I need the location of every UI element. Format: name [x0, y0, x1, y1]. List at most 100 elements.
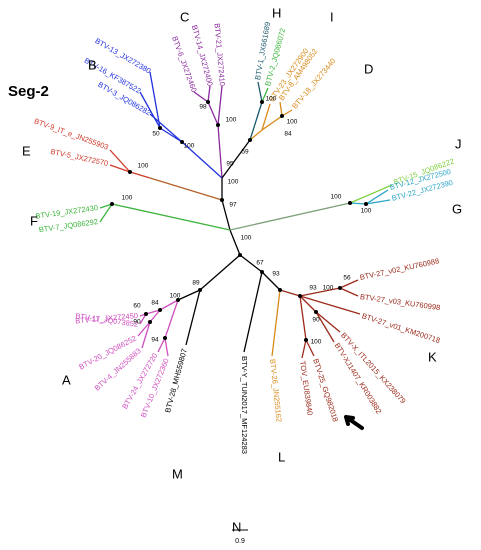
branch — [299, 295, 361, 315]
node — [128, 170, 132, 174]
bootstrap-value: 95 — [226, 161, 234, 168]
node — [304, 338, 308, 342]
branch — [149, 309, 161, 323]
branch — [299, 295, 317, 313]
bootstrap-value: 100 — [323, 285, 334, 292]
node — [348, 201, 352, 205]
leaf-label: BTV-5_JX272570 — [50, 147, 109, 168]
branch — [221, 139, 251, 179]
leaf-label: BTV-27_v02_KU760988 — [359, 256, 440, 282]
node — [158, 126, 162, 130]
bootstrap-value: 97 — [229, 202, 237, 209]
branch — [185, 289, 201, 346]
bootstrap-value: 93 — [309, 285, 317, 292]
leaf-label: BTV-28_MH559807 — [163, 348, 189, 414]
cluster-label: G — [452, 201, 462, 216]
bootstrap-value: 93 — [272, 271, 280, 278]
bootstrap-value: 100 — [138, 163, 149, 170]
branch — [257, 81, 263, 103]
branch — [99, 203, 113, 209]
node — [158, 308, 162, 312]
branch — [99, 203, 113, 223]
cluster-label: N — [232, 519, 241, 534]
branch — [193, 91, 209, 103]
cluster-label: H — [272, 5, 281, 20]
bootstrap-value: 59 — [241, 149, 249, 156]
branch — [137, 321, 151, 337]
node — [148, 320, 152, 324]
bootstrap-value: 60 — [133, 303, 141, 310]
branch — [157, 337, 166, 353]
bootstrap-value: 90 — [312, 317, 320, 324]
branch — [199, 254, 241, 291]
branch — [149, 71, 161, 129]
branch — [249, 101, 263, 141]
arrow — [344, 415, 364, 430]
bootstrap-value: 50 — [152, 131, 160, 138]
node — [206, 100, 210, 104]
cluster-label: B — [88, 57, 97, 72]
branch — [339, 279, 359, 289]
branch — [229, 202, 351, 231]
branch — [141, 321, 151, 349]
scale-label: 0.9 — [235, 538, 245, 545]
bootstrap-value: 89 — [192, 280, 200, 287]
branch — [261, 271, 281, 291]
cluster-label: C — [180, 9, 189, 24]
segment-title: Seg-2 — [8, 83, 49, 100]
bootstrap-value: 100 — [311, 339, 322, 346]
node — [198, 288, 202, 292]
cluster-label: I — [330, 9, 334, 24]
branch — [279, 101, 283, 117]
node — [314, 310, 318, 314]
bootstrap-value: 67 — [256, 260, 264, 267]
leaf-label: BTV-21_JX272410 — [213, 23, 227, 87]
bootstrap-value: 100 — [122, 195, 133, 202]
node — [364, 202, 368, 206]
branch — [261, 87, 269, 103]
branch — [181, 141, 223, 179]
bootstrap-value: 94 — [151, 337, 159, 344]
cluster-label: A — [62, 372, 71, 387]
branch — [271, 289, 281, 357]
branch — [109, 164, 131, 173]
node — [144, 312, 148, 316]
bootstrap-value: 90 — [133, 319, 141, 326]
branch — [221, 199, 231, 231]
branch — [365, 199, 391, 205]
cluster-label: E — [22, 143, 31, 158]
leaf-label: BTV-Y_TUN2017_MF124283 — [240, 356, 249, 454]
branch — [279, 289, 301, 297]
branch — [339, 287, 359, 297]
node — [220, 198, 224, 202]
branch — [305, 339, 315, 357]
branch — [301, 339, 307, 359]
bootstrap-value: 100 — [241, 235, 252, 242]
branch — [261, 115, 283, 131]
branch — [349, 184, 393, 204]
leaf-label: BTV-6_JX272460 — [170, 35, 199, 93]
branch — [139, 91, 161, 129]
branch — [149, 177, 223, 201]
bootstrap-value: 100 — [331, 194, 342, 201]
branch — [129, 171, 151, 179]
branch — [315, 311, 341, 333]
bootstrap-value: 84 — [151, 300, 159, 307]
bootstrap-value: 100 — [361, 208, 372, 215]
node — [216, 123, 220, 127]
bootstrap-value: 100 — [184, 143, 195, 150]
branch — [249, 129, 263, 141]
cluster-label: F — [30, 213, 38, 228]
branch — [243, 271, 263, 353]
bootstrap-value: 100 — [226, 117, 237, 124]
bootstrap-value: 98 — [199, 104, 207, 111]
bootstrap-value: 100 — [287, 119, 298, 126]
branch — [109, 149, 131, 173]
node — [298, 294, 302, 298]
node — [110, 202, 114, 206]
cluster-label: M — [172, 466, 183, 481]
branch — [207, 85, 211, 103]
branch — [207, 101, 219, 126]
branch — [159, 127, 183, 143]
